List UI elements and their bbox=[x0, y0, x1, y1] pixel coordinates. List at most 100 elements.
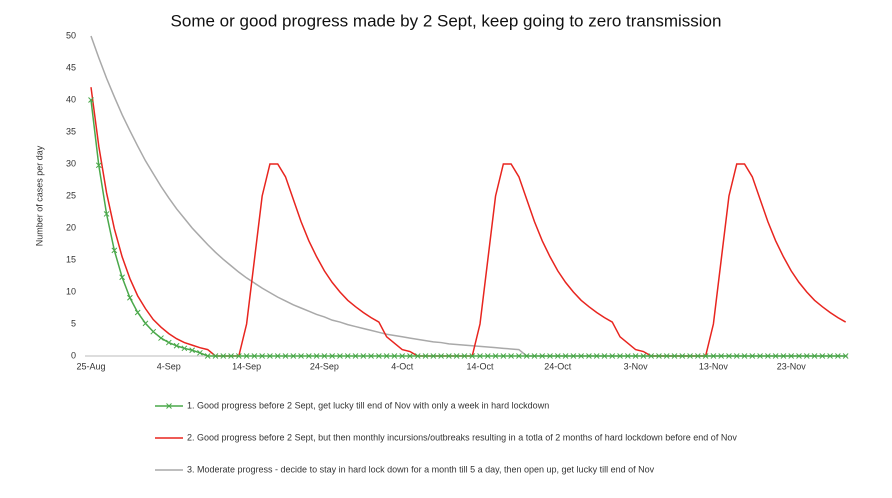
series-marker bbox=[671, 353, 678, 359]
series-marker bbox=[492, 353, 499, 359]
series-marker bbox=[726, 353, 732, 359]
series-marker bbox=[103, 211, 110, 217]
series-marker bbox=[298, 353, 304, 359]
series-marker bbox=[321, 353, 328, 359]
series-marker bbox=[158, 335, 164, 341]
x-tick-label: 4-Oct bbox=[391, 361, 414, 371]
series-marker bbox=[88, 97, 94, 103]
series-marker bbox=[243, 353, 250, 359]
x-tick-label: 14-Sep bbox=[232, 361, 261, 371]
y-tick-label: 25 bbox=[66, 190, 76, 200]
series-marker bbox=[780, 353, 787, 359]
series-marker bbox=[679, 353, 686, 359]
series-marker bbox=[282, 353, 289, 359]
series-marker bbox=[469, 353, 476, 359]
series-marker bbox=[165, 339, 172, 346]
series-marker bbox=[539, 353, 546, 359]
x-tick-label: 24-Sep bbox=[310, 361, 339, 371]
series-line bbox=[90, 35, 846, 357]
series-marker bbox=[601, 353, 608, 359]
chart-title: Some or good progress made by 2 Sept, ke… bbox=[171, 11, 722, 30]
series-marker bbox=[842, 353, 849, 359]
y-tick-label: 30 bbox=[66, 158, 76, 168]
series-marker bbox=[119, 274, 125, 281]
series-marker bbox=[251, 353, 258, 359]
series-marker bbox=[562, 353, 569, 359]
series-marker bbox=[578, 353, 584, 359]
series-marker bbox=[547, 353, 553, 359]
series-marker bbox=[835, 353, 841, 359]
series-marker bbox=[710, 353, 717, 359]
series-marker bbox=[274, 353, 281, 359]
series-line bbox=[90, 99, 846, 357]
series-marker bbox=[438, 353, 444, 359]
y-tick-label: 5 bbox=[71, 318, 76, 328]
series-marker bbox=[111, 247, 118, 254]
series-marker bbox=[313, 353, 320, 359]
series-marker bbox=[305, 353, 312, 359]
series-marker bbox=[617, 353, 623, 359]
series-marker bbox=[803, 353, 810, 359]
series-marker bbox=[446, 353, 452, 359]
series-marker bbox=[344, 353, 351, 359]
series-marker bbox=[811, 353, 818, 359]
series-marker bbox=[733, 353, 740, 359]
series-marker bbox=[352, 353, 359, 359]
series-marker bbox=[593, 353, 600, 359]
series-marker bbox=[127, 294, 133, 301]
y-axis-label: Number of cases per day bbox=[34, 145, 44, 246]
series-marker bbox=[142, 320, 149, 327]
series-marker bbox=[796, 353, 802, 359]
series-marker bbox=[718, 353, 725, 359]
series-marker bbox=[632, 353, 639, 359]
series-line bbox=[90, 87, 847, 357]
y-tick-label: 50 bbox=[66, 30, 76, 40]
series-marker bbox=[173, 342, 180, 349]
x-tick-label: 13-Nov bbox=[699, 361, 729, 371]
series-marker bbox=[702, 353, 709, 359]
series-marker bbox=[570, 353, 577, 359]
series-marker bbox=[609, 353, 616, 359]
series-marker bbox=[204, 353, 211, 359]
series-marker bbox=[376, 353, 382, 359]
series-marker bbox=[772, 353, 779, 359]
series-marker bbox=[95, 162, 102, 169]
series-marker bbox=[656, 353, 662, 359]
series-marker bbox=[757, 353, 763, 359]
series-marker bbox=[531, 353, 538, 359]
series-marker bbox=[220, 353, 227, 359]
series-marker bbox=[228, 353, 234, 359]
series-marker bbox=[694, 353, 701, 359]
series-marker bbox=[477, 353, 483, 359]
series-marker bbox=[181, 345, 188, 352]
series-marker bbox=[648, 353, 655, 359]
series-marker bbox=[516, 353, 522, 359]
series-marker bbox=[212, 353, 219, 359]
series-marker bbox=[290, 353, 297, 359]
x-tick-label: 4-Sep bbox=[157, 361, 181, 371]
legend-label: 1. Good progress before 2 Sept, get luck… bbox=[187, 400, 549, 410]
x-tick-label: 23-Nov bbox=[777, 361, 807, 371]
series-marker bbox=[337, 353, 343, 359]
y-tick-label: 0 bbox=[71, 350, 76, 360]
series-marker bbox=[399, 353, 406, 359]
series-marker bbox=[150, 328, 157, 335]
y-tick-label: 10 bbox=[66, 286, 76, 296]
series-marker bbox=[414, 353, 421, 359]
y-tick-label: 40 bbox=[66, 94, 76, 104]
series-marker bbox=[523, 353, 530, 359]
y-tick-label: 45 bbox=[66, 62, 76, 72]
series-marker bbox=[134, 309, 141, 316]
series-marker bbox=[788, 353, 795, 359]
series-marker bbox=[329, 353, 336, 359]
legend-label: 3. Moderate progress - decide to stay in… bbox=[187, 464, 655, 474]
series-marker bbox=[259, 353, 266, 359]
y-tick-label: 15 bbox=[66, 254, 76, 264]
series-marker bbox=[819, 353, 826, 359]
series-marker bbox=[197, 349, 203, 356]
x-tick-label: 24-Oct bbox=[544, 361, 572, 371]
series-marker bbox=[554, 353, 561, 359]
series-marker bbox=[640, 353, 647, 359]
x-tick-label: 25-Aug bbox=[76, 361, 105, 371]
